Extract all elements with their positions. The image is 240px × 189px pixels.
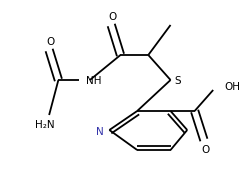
Text: O: O xyxy=(46,37,54,47)
Text: OH: OH xyxy=(224,82,240,92)
Text: O: O xyxy=(108,12,116,22)
Text: N: N xyxy=(96,127,104,137)
Text: O: O xyxy=(202,145,210,155)
Text: S: S xyxy=(175,76,181,86)
Text: NH: NH xyxy=(86,76,101,86)
Text: H₂N: H₂N xyxy=(35,120,54,130)
